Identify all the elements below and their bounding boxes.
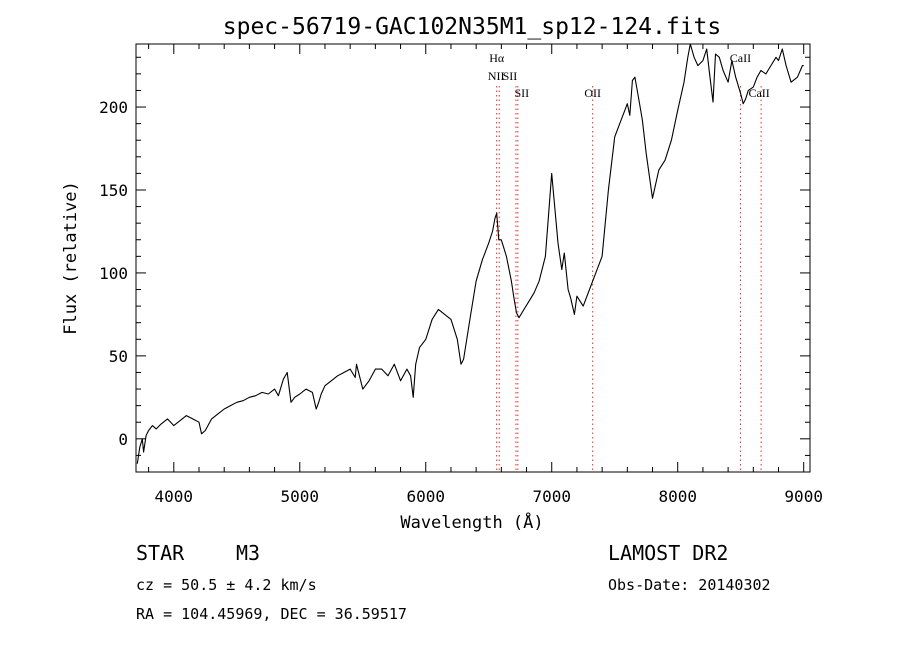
emission-line-label: SII (503, 69, 518, 83)
y-axis-label: Flux (relative) (61, 181, 81, 335)
x-tick-label: 5000 (281, 487, 320, 506)
x-tick-label: 8000 (658, 487, 697, 506)
x-tick-label: 7000 (532, 487, 571, 506)
y-tick-label: 200 (99, 98, 128, 117)
x-axis-label: Wavelength (Å) (400, 511, 543, 533)
emission-line-markers (496, 86, 762, 472)
coordinates-text: RA = 104.45969, DEC = 36.59517 (136, 605, 407, 623)
y-axis-ticks: 0 50 100 150 200 (99, 56, 810, 456)
y-tick-label: 50 (109, 347, 128, 366)
obs-date: Obs-Date: 20140302 (608, 576, 771, 594)
chart-title: spec-56719-GAC102N35M1_sp12-124.fits (223, 14, 722, 40)
series-layer (136, 43, 804, 464)
spectrum-line (136, 43, 804, 464)
x-tick-label: 9000 (784, 487, 823, 506)
survey-name: LAMOST DR2 (608, 541, 728, 565)
info-block: STAR M3 LAMOST DR2 cz = 50.5 ± 4.2 km/s … (136, 541, 771, 623)
emission-line-label: NII (488, 69, 505, 83)
object-subclass: M3 (236, 541, 260, 565)
emission-line-label: CaII (730, 51, 751, 65)
emission-line-label: SII (515, 86, 530, 100)
emission-line-label: Hα (489, 51, 505, 65)
y-tick-label: 100 (99, 264, 128, 283)
x-axis-ticks: 4000 5000 6000 7000 8000 9000 (148, 44, 823, 506)
emission-line-label: CaII (748, 86, 769, 100)
emission-line-label: OII (584, 86, 601, 100)
x-tick-label: 6000 (406, 487, 445, 506)
x-tick-label: 4000 (155, 487, 194, 506)
object-type: STAR (136, 541, 185, 565)
y-tick-label: 0 (118, 430, 128, 449)
redshift-text: cz = 50.5 ± 4.2 km/s (136, 576, 317, 594)
y-tick-label: 150 (99, 181, 128, 200)
plot-frame (135, 43, 811, 473)
